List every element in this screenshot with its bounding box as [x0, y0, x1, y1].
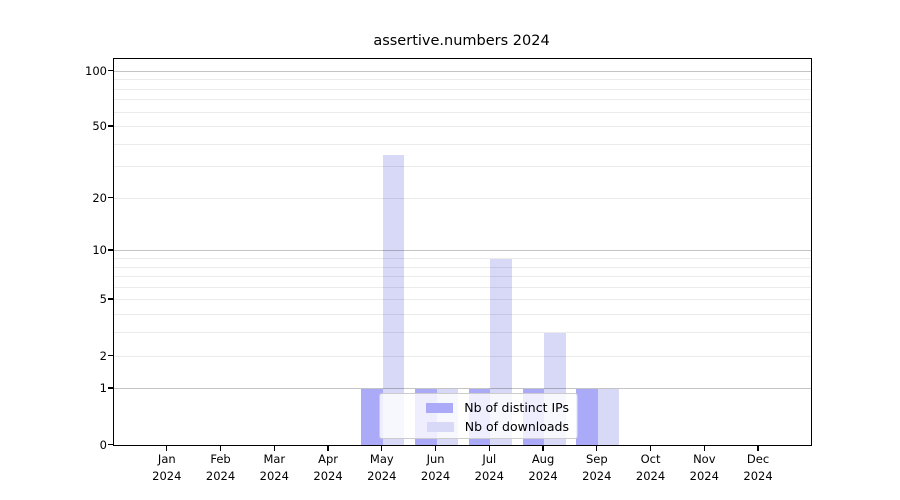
legend-row-distinct-ips: Nb of distinct IPs — [388, 398, 569, 417]
y-tick-label: 1 — [99, 381, 107, 396]
legend-swatch-downloads-icon — [426, 421, 454, 432]
x-tick-mark — [434, 445, 437, 451]
x-tick-label: Apr 2024 — [313, 452, 343, 483]
bar-downloads — [597, 388, 620, 445]
x-tick-mark — [488, 445, 490, 451]
x-tick-mark — [596, 445, 598, 451]
y-tick-label: 2 — [99, 348, 107, 363]
x-tick-label: Dec 2024 — [743, 452, 773, 483]
x-tick-mark — [166, 445, 168, 451]
x-tick-mark — [327, 445, 329, 451]
legend-swatch-distinct-ips-icon — [426, 402, 454, 413]
legend-label-distinct-ips: Nb of distinct IPs — [464, 400, 569, 415]
y-tick-mark — [108, 443, 113, 445]
x-tick-label: Sep 2024 — [582, 452, 612, 483]
y-tick-mark — [108, 298, 113, 300]
x-tick-label: Oct 2024 — [635, 452, 666, 483]
plot-area: Nb of distinct IPs Nb of downloads — [113, 58, 812, 446]
legend-label-downloads: Nb of downloads — [464, 419, 569, 434]
x-tick-label: May 2024 — [367, 452, 397, 483]
bar-distinct-ips — [361, 388, 383, 445]
y-tick-label: 0 — [99, 437, 107, 452]
y-tick-mark — [108, 196, 113, 199]
x-tick-label: Nov 2024 — [689, 452, 719, 483]
y-tick-label: 50 — [92, 119, 107, 134]
x-tick-label: Feb 2024 — [205, 452, 236, 483]
bar-distinct-ips — [576, 388, 598, 445]
y-tick-mark — [108, 354, 113, 356]
y-tick-label: 10 — [92, 243, 107, 258]
x-tick-mark — [273, 445, 275, 451]
x-tick-label: Jan 2024 — [152, 452, 182, 483]
chart-title: assertive.numbers 2024 — [373, 33, 550, 49]
bars-layer — [114, 59, 811, 445]
x-tick-label: Jun 2024 — [420, 452, 451, 483]
x-tick-mark — [703, 445, 705, 451]
y-tick-label: 5 — [99, 292, 107, 307]
y-tick-mark — [108, 387, 113, 389]
x-tick-mark — [381, 445, 383, 451]
y-tick-label: 20 — [92, 190, 107, 205]
y-tick-mark — [108, 69, 113, 72]
y-tick-mark — [108, 125, 113, 127]
x-tick-label: Mar 2024 — [259, 452, 289, 483]
x-tick-mark — [757, 445, 759, 451]
y-tick-label: 100 — [85, 63, 107, 78]
x-tick-mark — [219, 445, 222, 451]
x-tick-label: Aug 2024 — [528, 452, 558, 483]
x-tick-mark — [542, 445, 544, 451]
legend-row-downloads: Nb of downloads — [388, 417, 569, 436]
y-tick-mark — [108, 249, 113, 251]
x-tick-mark — [649, 445, 652, 451]
legend: Nb of distinct IPs Nb of downloads — [379, 393, 578, 439]
x-tick-label: Jul 2024 — [474, 452, 504, 483]
bar-downloads — [382, 154, 405, 445]
